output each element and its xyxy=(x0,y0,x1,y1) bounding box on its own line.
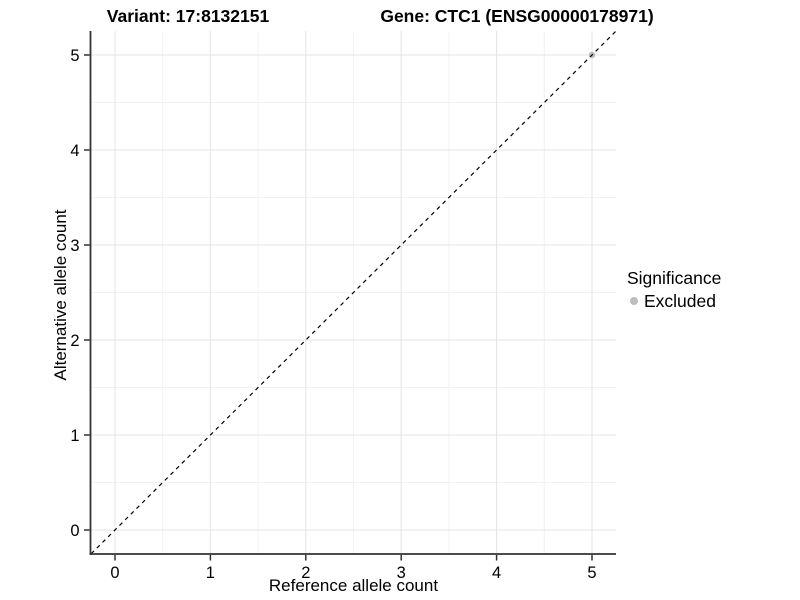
legend-entry-excluded: Excluded xyxy=(627,291,721,312)
x-tick-label: 5 xyxy=(587,564,596,582)
variant-title: Variant: 17:8132151 xyxy=(106,6,270,26)
gene-title: Gene: CTC1 (ENSG00000178971) xyxy=(380,6,654,26)
x-axis-title: Reference allele count xyxy=(268,576,439,595)
y-tick-label: 5 xyxy=(70,47,79,65)
x-tick-label: 4 xyxy=(492,564,501,582)
y-tick-label: 0 xyxy=(70,522,79,540)
y-tick-label: 2 xyxy=(70,332,79,350)
y-tick-label: 3 xyxy=(70,237,79,255)
x-tick-label: 2 xyxy=(301,564,310,582)
y-axis-title: Alternative allele count xyxy=(51,209,70,381)
excluded-point-swatch xyxy=(630,297,638,306)
x-tick-label: 3 xyxy=(397,564,406,582)
x-tick-label: 1 xyxy=(206,564,215,582)
legend: Significance Excluded xyxy=(627,268,721,312)
legend-entry-label: Excluded xyxy=(644,290,716,311)
y-tick-label: 4 xyxy=(70,142,79,160)
y-tick-label: 1 xyxy=(70,427,79,445)
x-tick-label: 0 xyxy=(110,564,119,582)
identity-reference-line xyxy=(90,30,617,555)
legend-title: Significance xyxy=(627,268,722,288)
